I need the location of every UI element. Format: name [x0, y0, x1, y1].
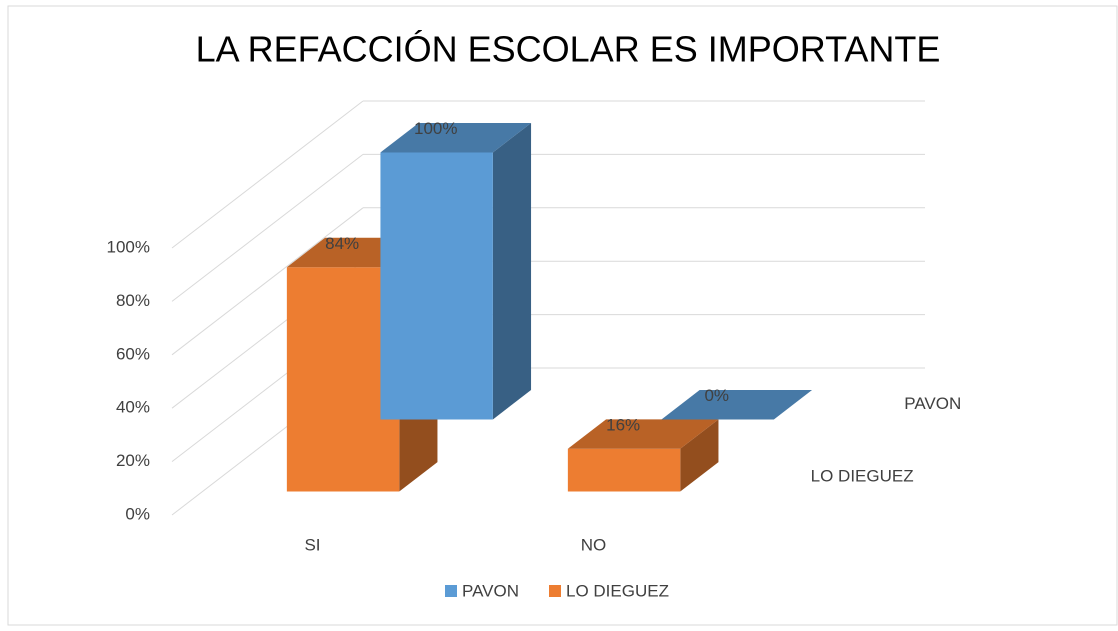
bar-top	[380, 123, 532, 153]
bar-side	[680, 419, 719, 492]
grid-line	[171, 154, 364, 302]
legend-label: LO DIEGUEZ	[566, 581, 669, 600]
bar-top	[661, 390, 813, 420]
x-tick-label: NO	[581, 535, 607, 554]
bar-side	[492, 123, 532, 420]
value-label: 84%	[325, 234, 359, 253]
bar-top	[567, 419, 719, 449]
depth-label: PAVON	[904, 394, 961, 413]
y-tick-label: 80%	[116, 291, 150, 310]
chart-title: LA REFACCIÓN ESCOLAR ES IMPORTANTE	[196, 29, 941, 70]
chart-border	[7, 5, 1118, 626]
legend-label: PAVON	[462, 581, 519, 600]
bar-front	[380, 152, 493, 420]
y-tick-label: 60%	[116, 344, 150, 363]
grid-line	[171, 207, 364, 356]
depth-label: LO DIEGUEZ	[811, 466, 914, 485]
grid-line	[171, 100, 364, 249]
bar-front	[286, 267, 400, 492]
value-label: 16%	[606, 416, 640, 435]
legend-swatch	[549, 585, 561, 597]
y-tick-label: 40%	[116, 398, 150, 417]
y-tick-label: 20%	[116, 451, 150, 470]
x-tick-label: SI	[304, 535, 320, 554]
value-label: 100%	[414, 119, 457, 138]
bar-front	[567, 448, 681, 492]
y-tick-label: 0%	[125, 504, 150, 523]
value-label: 0%	[704, 386, 729, 405]
y-tick-label: 100%	[107, 237, 150, 256]
legend-swatch	[445, 585, 457, 597]
